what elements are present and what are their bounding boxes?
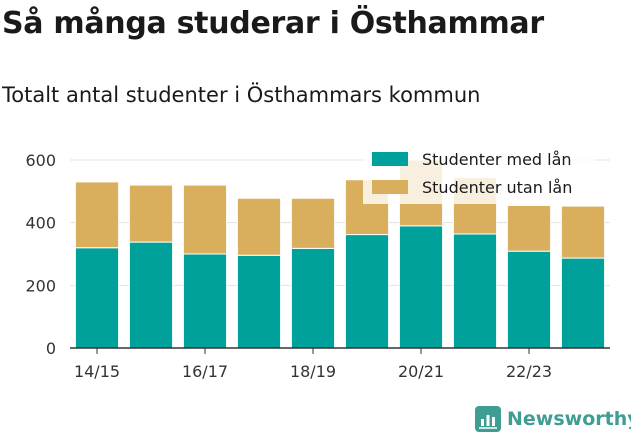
bar-utan-lan [128,184,174,243]
chart-subtitle: Totalt antal studenter i Östhammars komm… [2,83,481,107]
brand-logo: Newsworthy [475,406,631,432]
bar-med-lan [452,233,498,349]
y-tick-label: 600 [25,151,56,170]
bar-utan-lan [74,181,120,249]
x-tick-label: 22/23 [506,362,552,381]
y-tick-label: 400 [25,214,56,233]
bar-med-lan [74,247,120,349]
bar-med-lan [182,253,228,349]
x-tick-label: 14/15 [74,362,120,381]
legend-swatch [372,180,408,194]
chart-title: Så många studerar i Östhammar [2,6,544,41]
x-tick-label: 16/17 [182,362,228,381]
bar-med-lan [128,241,174,349]
bar-med-lan [290,247,336,349]
bar-med-lan [236,254,282,349]
x-tick-label: 18/19 [290,362,336,381]
y-tick-label: 0 [46,339,56,358]
bar-med-lan [506,250,552,349]
bar-med-lan [560,257,606,349]
x-tick-label: 20/21 [398,362,444,381]
bar-utan-lan [290,197,336,249]
legend-label: Studenter med lån [422,150,572,169]
bar-med-lan [398,225,444,349]
legend-swatch [372,152,408,166]
legend-label: Studenter utan lån [422,178,572,197]
bar-med-lan [344,234,390,349]
bar-chart-logo-icon [475,406,501,432]
bar-utan-lan [236,197,282,256]
brand-name: Newsworthy [507,408,631,430]
legend: Studenter med lån Studenter utan lån [363,148,595,204]
bar-utan-lan [182,184,228,255]
bar-utan-lan [560,205,606,259]
bar-utan-lan [506,204,552,252]
y-tick-label: 200 [25,276,56,295]
